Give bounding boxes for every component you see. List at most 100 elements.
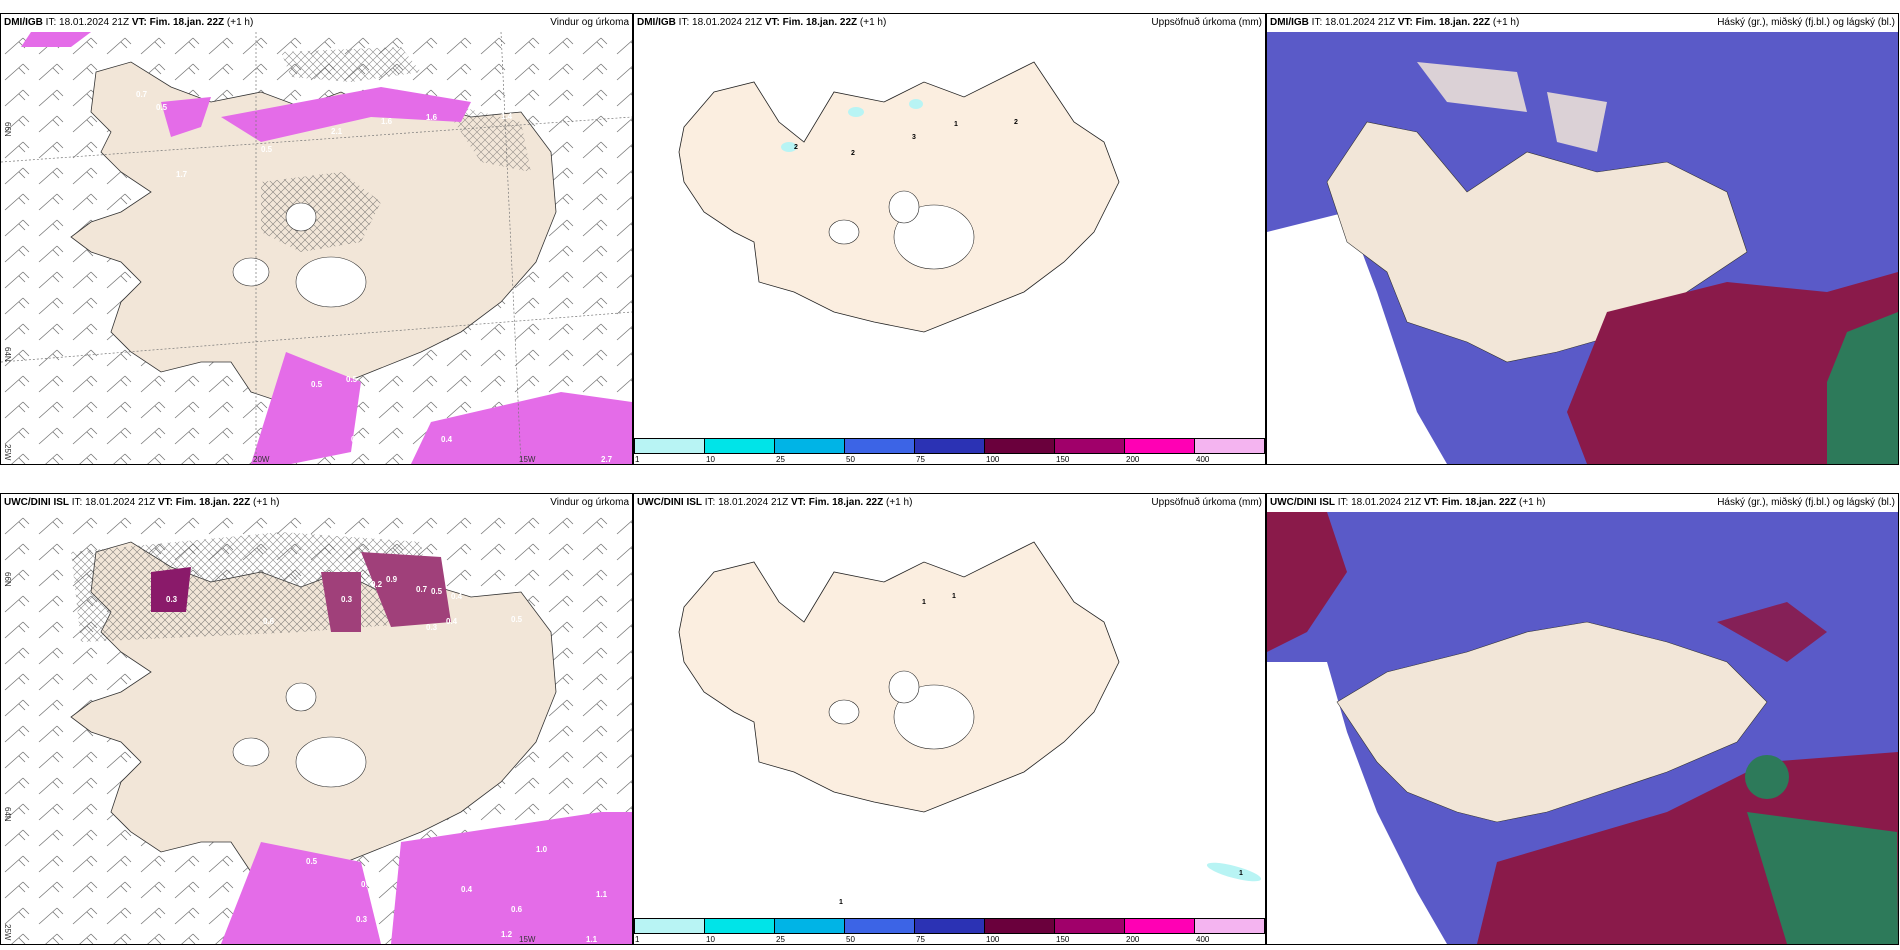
colorbar-swatch xyxy=(774,438,845,454)
precip-label: 0.5 xyxy=(346,375,358,384)
lat-label: 64N xyxy=(3,347,12,362)
colorbar-swatch xyxy=(1124,438,1195,454)
precip-label: 0.7 xyxy=(416,585,428,594)
wind-precip-map: 0.5 0.7 1.7 0.5 2.1 1.6 1.6 1.4 0.8 0.5 … xyxy=(1,32,632,464)
colorbar-tick: 200 xyxy=(1126,935,1140,944)
panel-title: Vindur og úrkoma xyxy=(550,17,629,28)
panel-header: DMI/IGB IT: 18.01.2024 21Z VT: Fim. 18.j… xyxy=(1267,14,1898,32)
precip-label: 1.7 xyxy=(176,170,188,179)
precip-label: 0.5 xyxy=(311,380,323,389)
colorbar-tick: 150 xyxy=(1056,455,1070,464)
lon-label: 15W xyxy=(519,455,536,464)
init-time: IT: 18.01.2024 21Z xyxy=(71,497,156,508)
valid-time-label: VT: xyxy=(1423,497,1439,508)
colorbar-swatch xyxy=(1194,918,1265,934)
colorbar-tick: 50 xyxy=(846,935,855,944)
colorbar-swatch xyxy=(704,918,775,934)
colorbar-tick: 1 xyxy=(635,935,640,944)
accum-label: 1 xyxy=(954,121,958,128)
accum-label: 1 xyxy=(922,599,926,606)
precip-label: 1.2 xyxy=(501,930,513,939)
lead-time: (+1 h) xyxy=(253,497,280,508)
accum-label: 3 xyxy=(912,134,916,141)
precip-label: 1.0 xyxy=(536,845,548,854)
valid-time-label: VT: xyxy=(157,497,173,508)
colorbar: 1 10 25 50 75 100 150 200 400 xyxy=(634,438,1265,464)
glacier xyxy=(232,737,270,767)
clear-area xyxy=(1267,662,1447,944)
panel-accum-precip-uwc: UWC/DINI ISL IT: 18.01.2024 21Z VT: Fim.… xyxy=(633,493,1266,945)
accum-precip-map: 2 2 3 1 2 xyxy=(634,32,1265,440)
accum-area xyxy=(848,107,864,117)
colorbar: 1 10 25 50 75 100 150 200 400 xyxy=(634,918,1265,944)
lat-label: 64N xyxy=(3,807,12,822)
colorbar-tick: 400 xyxy=(1196,935,1210,944)
colorbar-swatch xyxy=(844,438,915,454)
mid-cloud-area xyxy=(1267,512,1347,652)
colorbar-swatch xyxy=(1054,918,1125,934)
precip-label: 0.4 xyxy=(451,592,463,601)
colorbar-tick: 400 xyxy=(1196,455,1210,464)
model-name: UWC/DINI ISL xyxy=(637,497,702,508)
iceland-land xyxy=(1336,621,1768,823)
valid-time: Fim. 18.jan. 22Z xyxy=(1415,17,1491,28)
accum-label: 1 xyxy=(839,899,843,906)
colorbar-swatch xyxy=(1194,438,1265,454)
iceland-land xyxy=(1326,121,1748,363)
model-name: DMI/IGB xyxy=(1270,17,1309,28)
lat-label: 66N xyxy=(3,122,12,137)
cloud-hatch xyxy=(261,172,381,252)
panel-title: Uppsöfnuð úrkoma (mm) xyxy=(1151,17,1262,28)
valid-time: Fim. 18.jan. 22Z xyxy=(149,17,225,28)
panel-title: Vindur og úrkoma xyxy=(550,497,629,508)
valid-time: Fim. 18.jan. 22Z xyxy=(175,497,251,508)
valid-time: Fim. 18.jan. 22Z xyxy=(1441,497,1517,508)
precip-label: 0.5 xyxy=(156,103,168,112)
valid-time: Fim. 18.jan. 22Z xyxy=(808,497,884,508)
colorbar-swatch xyxy=(704,438,775,454)
panel-wind-precip-uwc: UWC/DINI ISL IT: 18.01.2024 21Z VT: Fim.… xyxy=(0,493,633,945)
colorbar-swatch xyxy=(844,918,915,934)
colorbar-tick: 25 xyxy=(776,935,785,944)
colorbar-swatch xyxy=(774,918,845,934)
panel-clouds-uwc: UWC/DINI ISL IT: 18.01.2024 21Z VT: Fim.… xyxy=(1266,493,1899,945)
valid-time-label: VT: xyxy=(131,17,147,28)
model-name: UWC/DINI ISL xyxy=(4,497,69,508)
precip-area xyxy=(151,567,191,612)
colorbar-tick: 25 xyxy=(776,455,785,464)
glacier xyxy=(828,699,860,725)
precip-label: 1.6 xyxy=(381,117,393,126)
accum-label: 2 xyxy=(794,144,798,151)
colorbar-tick: 150 xyxy=(1056,935,1070,944)
model-name: DMI/IGB xyxy=(637,17,676,28)
init-time: IT: 18.01.2024 21Z xyxy=(1337,497,1422,508)
panel-header: UWC/DINI ISL IT: 18.01.2024 21Z VT: Fim.… xyxy=(634,494,1265,512)
panel-title: Háský (gr.), miðský (fj.bl.) og lágský (… xyxy=(1717,17,1895,28)
valid-time-label: VT: xyxy=(790,497,806,508)
colorbar-tick: 10 xyxy=(706,935,715,944)
colorbar-swatch xyxy=(984,438,1055,454)
precip-label: 0.5 xyxy=(511,615,523,624)
panel-clouds-dmi: DMI/IGB IT: 18.01.2024 21Z VT: Fim. 18.j… xyxy=(1266,13,1899,465)
precip-label: 0.4 xyxy=(461,885,473,894)
precip-label: 0.6 xyxy=(263,617,275,626)
panel-title: Háský (gr.), miðský (fj.bl.) og lágský (… xyxy=(1717,497,1895,508)
lat-label: 66N xyxy=(3,572,12,587)
init-time: IT: 18.01.2024 21Z xyxy=(1311,17,1396,28)
colorbar-swatch xyxy=(914,918,985,934)
precip-label: 0.2 xyxy=(371,580,383,589)
lon-label: 20W xyxy=(253,455,270,464)
colorbar-swatch xyxy=(634,918,705,934)
colorbar-tick: 1 xyxy=(635,455,640,464)
precip-label: 2.1 xyxy=(331,127,343,136)
precip-label: 0.2 xyxy=(351,435,363,444)
precip-label: 0.3 xyxy=(426,623,438,632)
lead-time: (+1 h) xyxy=(886,497,913,508)
model-name: UWC/DINI ISL xyxy=(1270,497,1335,508)
colorbar-tick: 75 xyxy=(916,935,925,944)
lead-time: (+1 h) xyxy=(226,17,254,28)
precip-label: 0.3 xyxy=(361,880,373,889)
model-name: DMI/IGB xyxy=(4,17,43,28)
colorbar-tick: 200 xyxy=(1126,455,1140,464)
accum-area xyxy=(1206,862,1262,882)
